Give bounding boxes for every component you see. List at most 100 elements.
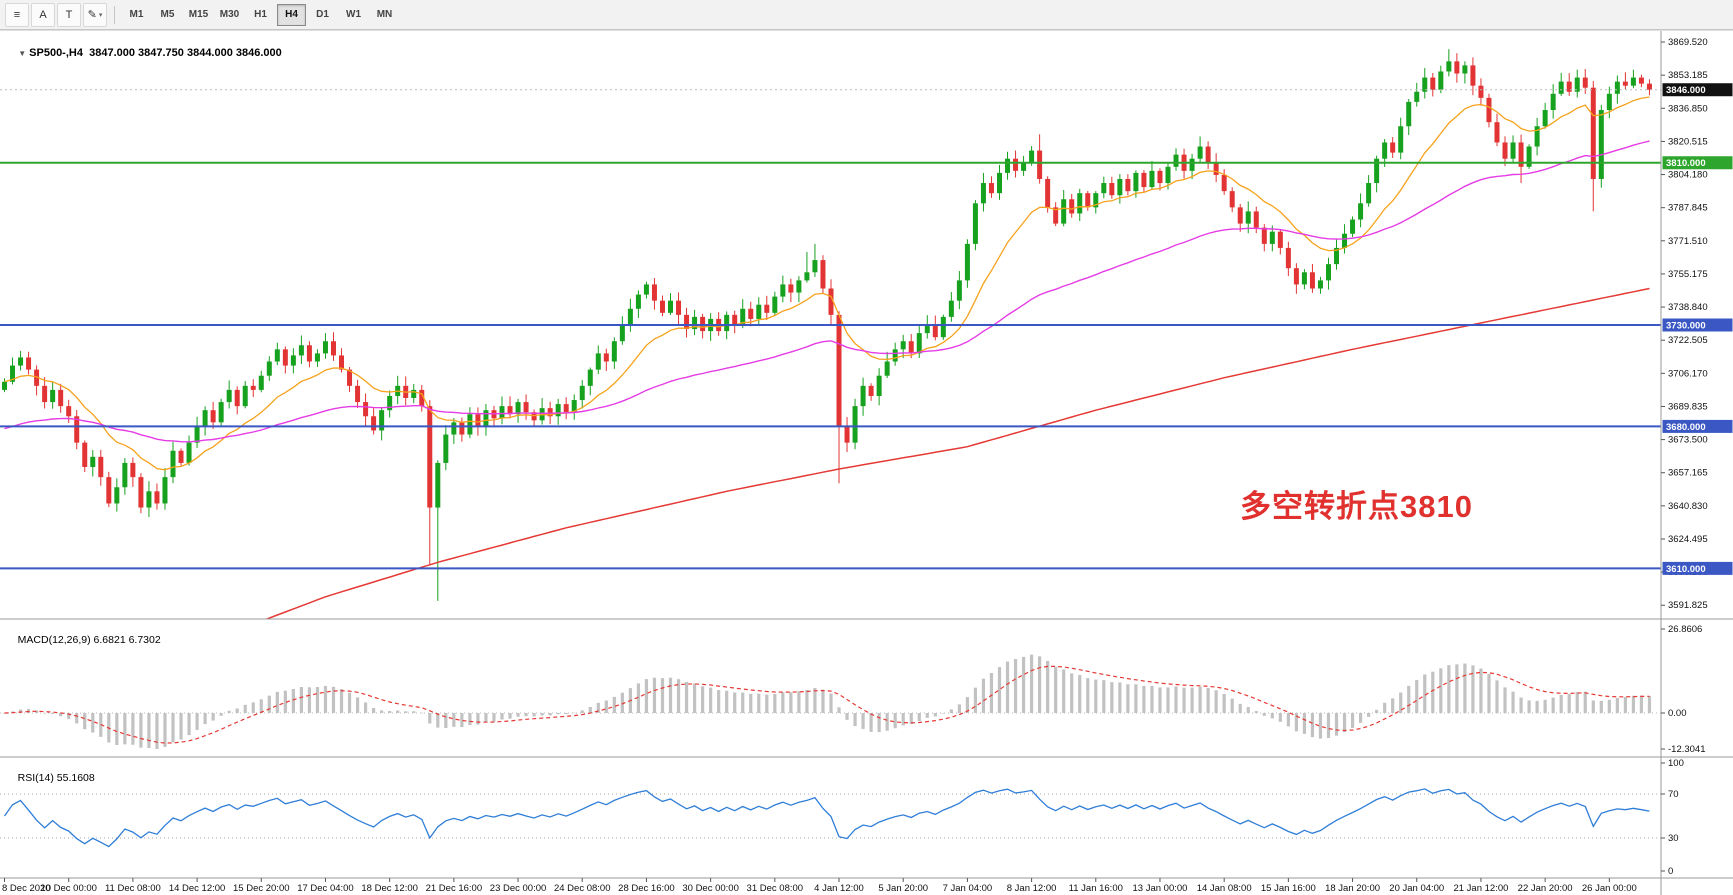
macd-histogram-bar	[508, 713, 512, 719]
macd-histogram-bar	[115, 713, 119, 746]
macd-histogram-bar	[733, 692, 737, 713]
timeframe-button-H4[interactable]: H4	[277, 3, 306, 26]
candle-body	[619, 325, 625, 342]
candle-body	[1574, 77, 1580, 92]
chart-menu-button[interactable]: ≡	[5, 2, 29, 27]
macd-histogram-bar	[1479, 668, 1483, 713]
timeframe-button-MN[interactable]: MN	[376, 9, 393, 20]
macd-histogram-bar	[1222, 693, 1226, 713]
macd-histogram-bar	[139, 713, 143, 748]
level-badge-3610.000[interactable]: 3610.000	[1662, 561, 1733, 575]
macd-histogram-bar	[251, 702, 255, 713]
level-badge-3730.000[interactable]: 3730.000	[1662, 318, 1733, 332]
timeframe-button-H1[interactable]: H1	[254, 9, 267, 20]
candle-body	[868, 385, 874, 396]
time-axis-label: 15 Jan 16:00	[1261, 883, 1316, 894]
timeframe-button-W1[interactable]: W1	[346, 9, 361, 20]
macd-histogram-bar	[524, 713, 528, 717]
candle-body	[964, 243, 970, 281]
macd-histogram-bar	[1423, 674, 1427, 713]
macd-histogram-bar	[1070, 673, 1074, 713]
timeframe-button-M15[interactable]: M15	[188, 9, 209, 20]
candle-body	[860, 385, 866, 407]
price-scale-label: 3689.835	[1668, 401, 1708, 412]
level-badge-3810.000[interactable]: 3810.000	[1662, 156, 1733, 170]
candle-body	[1053, 207, 1059, 224]
candle-body	[876, 375, 882, 396]
candle-body	[1141, 172, 1147, 188]
current-price-badge[interactable]: 3846.000	[1662, 83, 1733, 97]
draw-tool-button[interactable]: ✎ ▾	[83, 2, 107, 27]
candle-body	[676, 300, 682, 315]
macd-histogram-bar	[1463, 663, 1467, 713]
candle-body	[339, 355, 345, 370]
timeframe-button-M30[interactable]: M30	[219, 9, 240, 20]
macd-histogram-bar	[1206, 687, 1210, 713]
candle-body	[66, 406, 72, 417]
macd-histogram-bar	[1150, 685, 1154, 713]
candle-body	[1646, 83, 1652, 90]
macd-histogram-bar	[997, 667, 1002, 713]
macd-histogram-bar	[572, 712, 576, 714]
candle-body	[266, 361, 272, 376]
macd-header: MACD(12,26,9) 6.6821 6.7302	[6, 622, 161, 658]
macd-histogram-bar	[323, 685, 328, 713]
candle-body	[330, 341, 336, 356]
candle-body	[956, 280, 962, 301]
text-tool-button[interactable]: T	[57, 2, 81, 27]
macd-histogram-bar	[1527, 700, 1531, 713]
macd-histogram-bar	[1318, 713, 1323, 739]
candle-body	[804, 272, 810, 281]
candle-body	[1029, 150, 1035, 163]
candle-body	[972, 203, 978, 244]
chart-canvas[interactable]: 3869.520 3853.185 3836.850 3820.515 3804.180…	[0, 31, 1733, 895]
macd-histogram-bar	[709, 687, 713, 713]
candle-body	[1542, 110, 1548, 127]
macd-histogram-bar	[556, 713, 560, 715]
candle-body	[1638, 77, 1644, 84]
candle-body	[1069, 199, 1075, 214]
macd-histogram-bar	[901, 713, 905, 726]
timeframe-button-D1[interactable]: D1	[316, 9, 329, 20]
font-tool-button[interactable]: A	[31, 2, 55, 27]
timeframe-button-M1[interactable]: M1	[129, 9, 144, 20]
chart-annotation-text[interactable]: 多空转折点3810	[1240, 489, 1473, 524]
time-axis-label: 14 Jan 08:00	[1197, 883, 1252, 894]
candle-body	[643, 284, 649, 295]
macd-histogram-bar	[957, 704, 961, 713]
candle-body	[1261, 227, 1267, 244]
macd-histogram-bar	[1551, 697, 1555, 713]
time-axis-label: 28 Dec 16:00	[618, 883, 675, 894]
candle-body	[724, 314, 730, 332]
macd-histogram-bar	[380, 710, 384, 713]
macd-histogram-bar	[211, 713, 215, 721]
macd-histogram-bar	[468, 713, 472, 726]
candle-body	[836, 314, 842, 427]
chart-area[interactable]: 3869.520 3853.185 3836.850 3820.515 3804.180…	[0, 30, 1733, 895]
macd-scale-label: 0.00	[1668, 708, 1687, 719]
macd-histogram-bar	[765, 694, 769, 713]
macd-scale[interactable]: 26.8606 0.00 -12.3041	[1661, 624, 1706, 755]
macd-histogram-bar	[1447, 665, 1451, 713]
candle-body	[515, 402, 521, 415]
price-scale-label: 3640.830	[1668, 501, 1708, 512]
macd-histogram-bar	[1094, 679, 1098, 713]
rsi-scale[interactable]: 100 70 30 0	[1661, 758, 1684, 877]
candle-body	[467, 414, 473, 435]
collapse-icon[interactable]: ▼	[18, 49, 27, 58]
candle-body	[1510, 142, 1516, 159]
candle-body	[1293, 268, 1299, 285]
candle-body	[387, 395, 393, 411]
macd-histogram-bar	[1294, 713, 1298, 732]
macd-histogram-bar	[179, 713, 183, 740]
macd-histogram-bar	[877, 713, 881, 733]
candle-body	[1045, 178, 1051, 208]
macd-histogram-bar	[83, 713, 87, 730]
candle-body	[258, 375, 264, 390]
timeframe-button-M5[interactable]: M5	[160, 9, 175, 20]
macd-histogram-bar	[18, 709, 23, 713]
level-badge-3680.000[interactable]: 3680.000	[1662, 419, 1733, 433]
candle-body	[1085, 193, 1091, 208]
macd-histogram-bar	[1591, 700, 1595, 713]
